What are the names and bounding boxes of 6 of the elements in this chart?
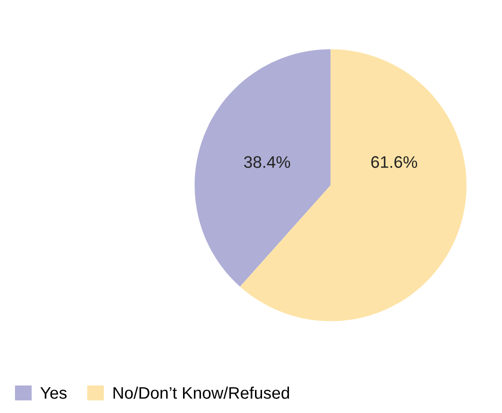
legend-label: Yes (40, 387, 67, 399)
data-label: 61.6% (371, 156, 418, 168)
data-label: 38.4% (244, 156, 290, 168)
pie-slice (194, 49, 331, 287)
legend-label: No/Don’t Know/Refused (114, 386, 289, 399)
pie-slice (240, 49, 467, 322)
